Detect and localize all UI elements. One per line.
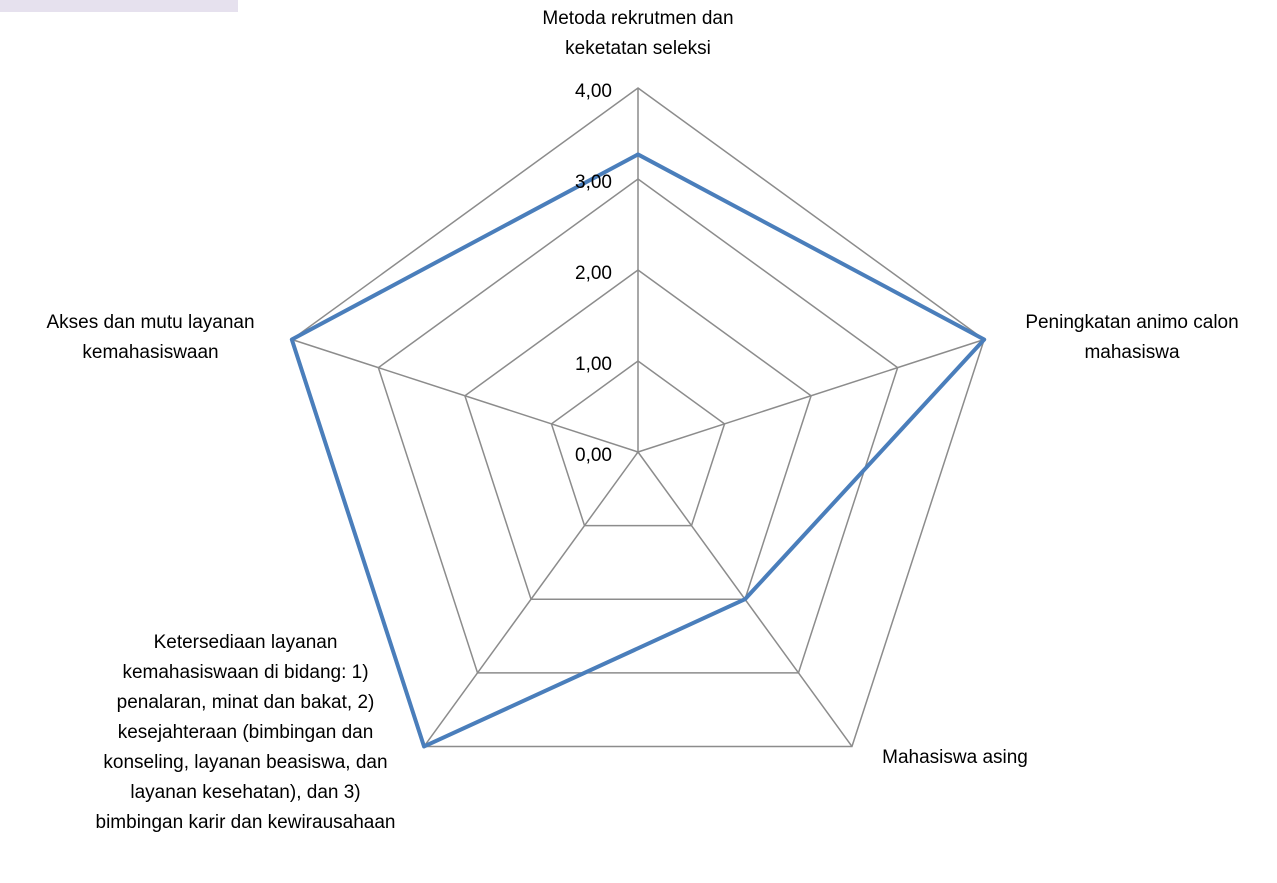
header-strip [0,0,238,12]
category-label: Metoda rekrutmen dan keketatan seleksi [542,8,734,59]
category-label: Ketersediaan layanan kemahasiswaan di bi… [95,632,396,833]
category-label: Peningkatan animo calon mahasiswa [1025,312,1239,363]
category-label: Mahasiswa asing [882,747,1028,768]
grid-ring [464,269,812,600]
ticks: 0,00 1,00 2,00 3,00 4,00 [575,81,612,466]
r-tick-label: 1,00 [575,354,612,375]
r-tick-label: 0,00 [575,445,612,466]
r-tick-label: 3,00 [575,172,612,193]
spoke [637,338,985,453]
spoke [291,338,639,453]
r-tick-label: 2,00 [575,263,612,284]
r-tick-label: 4,00 [575,81,612,102]
series-line [289,152,987,749]
category-label: Akses dan mutu layanan kemahasiswaan [46,312,255,363]
grid-ring [550,360,726,527]
grid-ring [377,178,899,674]
marks [289,152,987,749]
grid-ring [290,87,986,748]
spoke [423,451,639,747]
grid [290,87,986,748]
